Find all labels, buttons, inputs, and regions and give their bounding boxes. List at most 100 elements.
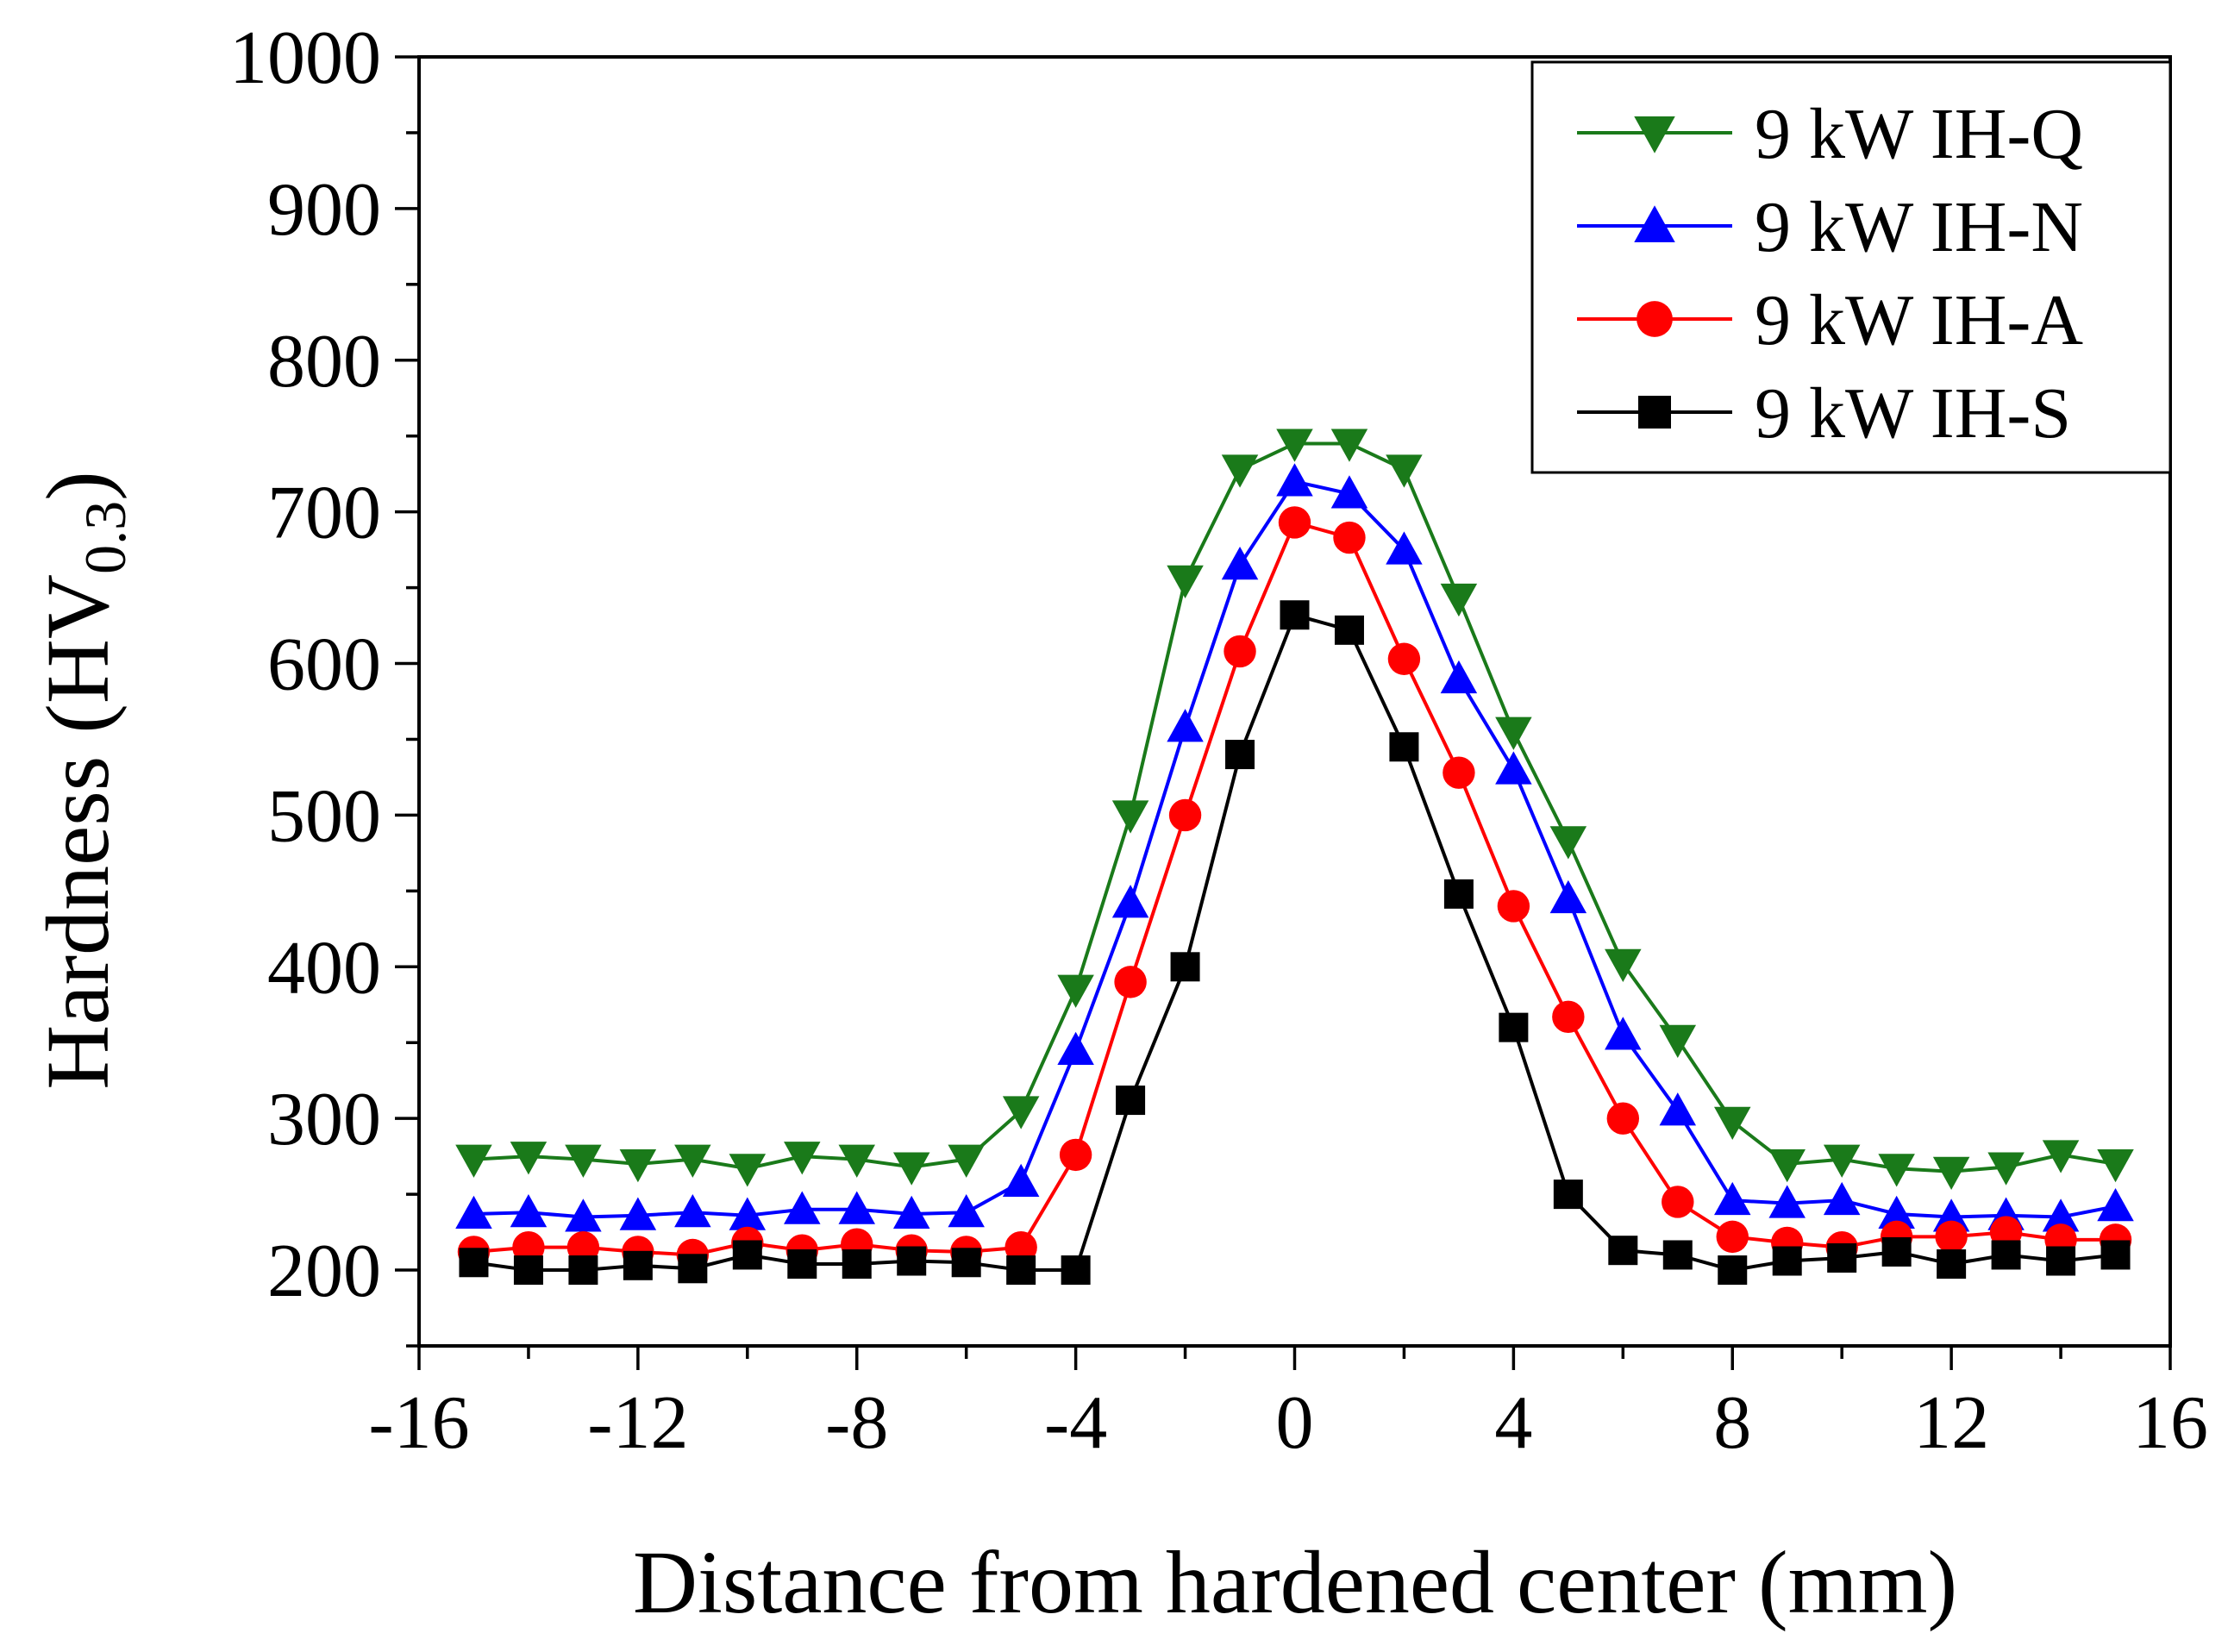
- data-point: [1168, 798, 1202, 832]
- legend-label: 9 kW IH-Q: [1755, 94, 2083, 174]
- data-point: [1549, 826, 1587, 860]
- data-point: [1116, 1086, 1146, 1116]
- data-point: [1111, 885, 1149, 918]
- data-point: [1989, 1216, 2023, 1248]
- data-point: [1549, 879, 1587, 914]
- data-point: [1823, 1144, 1861, 1178]
- data-point: [455, 1144, 492, 1178]
- data-point: [1278, 506, 1311, 539]
- y-tick-label: 600: [267, 623, 381, 707]
- data-point: [674, 1193, 711, 1228]
- legend-entry: 9 kW IH-Q: [1577, 94, 2083, 174]
- data-point: [568, 1255, 598, 1286]
- y-tick-label: 300: [267, 1078, 381, 1161]
- data-point: [674, 1144, 711, 1178]
- data-point: [2100, 1240, 2131, 1270]
- data-point: [623, 1250, 653, 1280]
- data-point: [892, 1152, 930, 1186]
- data-point: [1059, 1138, 1092, 1172]
- data-point: [1605, 948, 1642, 983]
- data-point: [1823, 1181, 1861, 1216]
- data-point: [1772, 1246, 1802, 1276]
- data-point: [2042, 1140, 2080, 1173]
- data-point: [1495, 751, 1532, 785]
- data-point: [1061, 1255, 1091, 1286]
- data-point: [1221, 454, 1259, 488]
- data-point: [1991, 1240, 2021, 1270]
- data-point: [838, 1144, 875, 1178]
- data-point: [1276, 463, 1313, 497]
- legend-marker: [1634, 116, 1675, 153]
- data-point: [1221, 546, 1259, 580]
- y-tick-label: 500: [267, 774, 381, 858]
- data-point: [1443, 879, 1474, 909]
- x-tick-label: 16: [2132, 1381, 2208, 1465]
- data-point: [729, 1197, 767, 1230]
- data-point: [1499, 1012, 1529, 1042]
- data-point: [1768, 1185, 1806, 1218]
- data-point: [2097, 1148, 2134, 1183]
- data-point: [1659, 1024, 1697, 1058]
- data-point: [1170, 952, 1200, 982]
- data-point: [1389, 732, 1419, 762]
- data-point: [1937, 1249, 1967, 1280]
- data-point: [1878, 1195, 1915, 1229]
- data-point: [1716, 1220, 1749, 1254]
- data-point: [1224, 635, 1256, 668]
- x-axis-title: Distance from hardened center (mm): [633, 1533, 1957, 1632]
- data-point: [1440, 583, 1478, 617]
- data-point: [1167, 709, 1204, 742]
- data-point: [1935, 1220, 1968, 1254]
- legend-marker: [1638, 396, 1671, 429]
- legend-label: 9 kW IH-A: [1755, 280, 2083, 360]
- y-axis-title-subscript: 0.3: [72, 501, 138, 574]
- legend-label: 9 kW IH-S: [1755, 373, 2071, 454]
- legend-marker: [1634, 205, 1675, 242]
- data-point: [784, 1191, 821, 1224]
- data-point: [951, 1248, 981, 1278]
- data-point: [1006, 1255, 1036, 1286]
- y-tick-label: 700: [267, 472, 381, 555]
- data-point: [1225, 740, 1255, 770]
- data-point: [1553, 1180, 1583, 1210]
- x-tick-label: 12: [1913, 1381, 1989, 1465]
- data-point: [729, 1154, 767, 1187]
- data-point: [1386, 454, 1423, 488]
- data-point: [1057, 974, 1094, 1008]
- data-point: [1334, 615, 1364, 645]
- legend-label: 9 kW IH-N: [1755, 187, 2083, 267]
- data-point: [892, 1195, 930, 1229]
- y-tick-label: 900: [267, 168, 381, 252]
- data-point: [1552, 1000, 1585, 1034]
- data-point: [1276, 429, 1313, 462]
- data-point: [1662, 1240, 1693, 1270]
- data-point: [1002, 1096, 1040, 1129]
- data-point: [455, 1195, 492, 1229]
- axis-labels: Distance from hardened center (mm) Hardn…: [28, 471, 1957, 1632]
- data-point: [1881, 1236, 1912, 1267]
- data-point: [842, 1249, 872, 1280]
- data-point: [948, 1144, 985, 1178]
- data-point: [513, 1255, 543, 1286]
- axes: -16 -12 -8 -4 0 4 8 12 16 200 300 400 500 600 700 800 90…: [229, 16, 2208, 1465]
- x-tick-label: 0: [1276, 1381, 1314, 1465]
- data-point: [510, 1193, 548, 1228]
- data-point: [619, 1197, 657, 1230]
- x-tick-label: -4: [1044, 1381, 1107, 1465]
- series-line: [473, 441, 2116, 1173]
- y-axis-title: Hardness (HV0.3): [28, 471, 138, 1090]
- data-point: [1387, 642, 1421, 675]
- y-axis-title-close: ): [28, 471, 128, 501]
- legend-entry: 9 kW IH-N: [1577, 187, 2083, 267]
- data-point: [512, 1230, 545, 1264]
- data-point: [897, 1246, 927, 1276]
- data-point: [1608, 1236, 1638, 1266]
- data-point: [566, 1230, 600, 1264]
- legend-entry: 9 kW IH-S: [1577, 373, 2071, 454]
- data-point: [1495, 716, 1532, 750]
- data-point: [2046, 1246, 2076, 1276]
- y-axis-title-main: Hardness (HV: [28, 574, 128, 1090]
- data-point: [784, 1142, 821, 1175]
- data-point: [1932, 1156, 1970, 1190]
